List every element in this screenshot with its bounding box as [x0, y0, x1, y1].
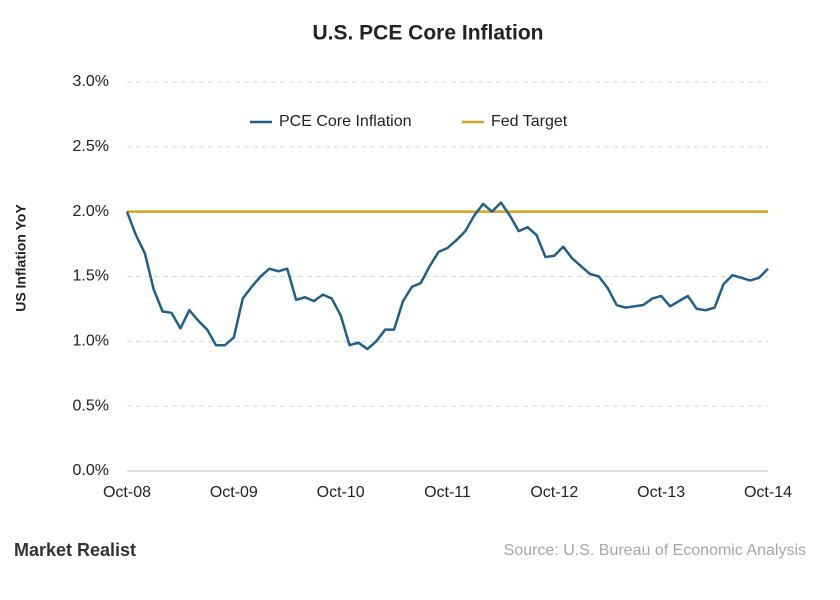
legend-label: PCE Core Inflation [279, 113, 412, 130]
chart-title: U.S. PCE Core Inflation [312, 22, 543, 45]
y-tick-label: 0.5% [73, 397, 109, 414]
x-tick-label: Oct-12 [530, 484, 578, 501]
legend-label: Fed Target [491, 113, 568, 130]
x-tick-label: Oct-09 [210, 484, 258, 501]
series-line [125, 201, 769, 351]
y-tick-label: 1.0% [73, 333, 109, 350]
x-tick-label: Oct-10 [317, 484, 365, 501]
x-tick-label: Oct-08 [103, 484, 151, 501]
y-tick-label: 0.0% [73, 462, 109, 479]
x-tick-label: Oct-13 [637, 484, 685, 501]
y-tick-label: 2.5% [73, 138, 109, 155]
y-axis-label: US Inflation YoY [13, 204, 29, 312]
brand: Market Realist [14, 540, 136, 560]
x-tick-label: Oct-11 [424, 484, 471, 501]
y-tick-label: 2.0% [73, 203, 109, 220]
x-tick-label: Oct-14 [744, 484, 792, 501]
y-tick-label: 3.0% [73, 73, 109, 90]
source: Source: U.S. Bureau of Economic Analysis [504, 542, 806, 559]
y-tick-label: 1.5% [73, 268, 109, 285]
